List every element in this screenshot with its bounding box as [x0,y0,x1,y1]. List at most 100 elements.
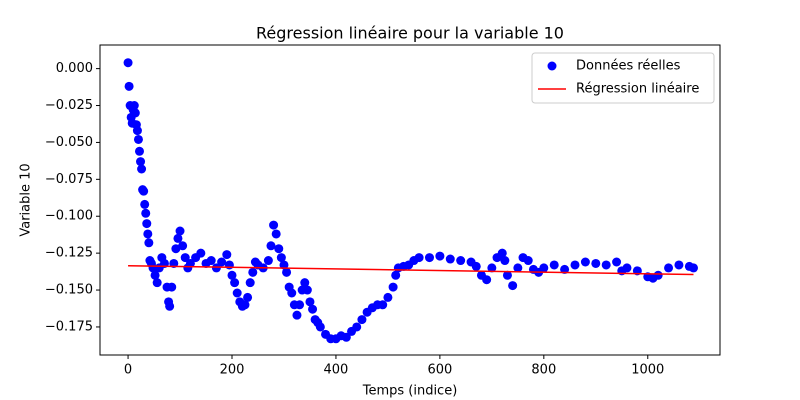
data-point [167,282,177,292]
data-point [315,322,325,332]
data-point [274,244,284,254]
data-point [653,270,663,280]
y-tick-label: −0.150 [45,283,93,298]
data-point [601,260,611,270]
data-point [341,332,351,342]
data-point [287,288,297,298]
data-point [414,253,424,263]
x-tick-label: 1000 [631,363,664,378]
data-point [222,250,232,260]
data-point [388,282,398,292]
data-point [263,256,273,266]
data-point [471,261,481,271]
data-point [248,267,258,277]
data-point [664,263,674,273]
data-point [383,292,393,302]
data-point [180,253,190,263]
data-point [570,260,580,270]
data-point [178,241,188,251]
data-point [196,248,206,258]
data-point [123,58,133,68]
data-point [185,258,195,268]
data-point [456,256,466,266]
data-point [165,301,175,311]
data-point [227,270,237,280]
y-tick-label: 0.000 [56,61,93,76]
data-point [230,278,240,288]
data-point [211,263,221,273]
data-point [139,186,149,196]
data-point [171,244,181,254]
data-point [282,267,292,277]
x-tick-label: 400 [324,363,349,378]
data-point [175,226,185,236]
x-tick-label: 600 [427,363,452,378]
data-point [500,256,510,266]
data-point [232,288,242,298]
data-point [424,253,434,263]
x-axis-label: Temps (indice) [362,384,458,399]
data-point [308,304,318,314]
data-point [305,297,315,307]
data-point [269,220,279,230]
legend-label: Régression linéaire [576,82,699,97]
plot-frame [99,44,721,356]
data-point [143,229,153,239]
y-axis-label: Variable 10 [19,163,34,236]
y-tick-label: −0.100 [45,209,93,224]
data-point [482,275,492,285]
x-tick-label: 0 [124,363,132,378]
data-point [487,263,497,273]
data-point [560,264,570,274]
y-tick-label: −0.050 [45,135,93,150]
y-tick-label: −0.125 [45,246,93,261]
data-point [378,300,388,310]
data-point [292,310,302,320]
data-point [133,134,143,144]
regression-line [128,264,694,276]
data-point [622,263,632,273]
data-point [271,229,281,239]
data-point [591,258,601,268]
chart-title: Régression linéaire pour la variable 10 [256,24,564,43]
data-point [580,257,590,267]
data-point [435,251,445,261]
data-point [352,322,362,332]
data-point [539,263,549,273]
data-point [142,219,152,229]
legend-label: Données réelles [576,59,681,74]
y-tick-label: −0.025 [45,98,93,113]
data-point [130,108,140,118]
data-point [140,199,150,209]
data-point [266,241,276,251]
data-point [134,146,144,156]
legend-swatch [547,61,557,71]
data-point [136,157,146,167]
data-point [141,208,151,218]
data-point [508,281,518,291]
data-point [688,263,698,273]
data-point [302,285,312,295]
data-point [674,260,684,270]
x-tick-label: 200 [220,363,245,378]
legend-box [531,52,715,104]
data-point [129,101,139,111]
data-point [300,278,310,288]
data-point [502,270,512,280]
data-point [513,263,523,273]
data-point [137,164,147,174]
data-point [144,238,154,248]
data-point [391,270,401,280]
data-point [124,81,134,91]
data-point [240,300,250,310]
data-point [173,233,183,243]
y-tick-label: −0.075 [45,172,93,187]
data-point [152,278,162,288]
data-point [445,254,455,264]
data-point [243,292,253,302]
y-tick-label: −0.175 [45,319,93,334]
data-point [549,260,559,270]
x-tick-label: 800 [531,363,556,378]
data-point [497,248,507,258]
